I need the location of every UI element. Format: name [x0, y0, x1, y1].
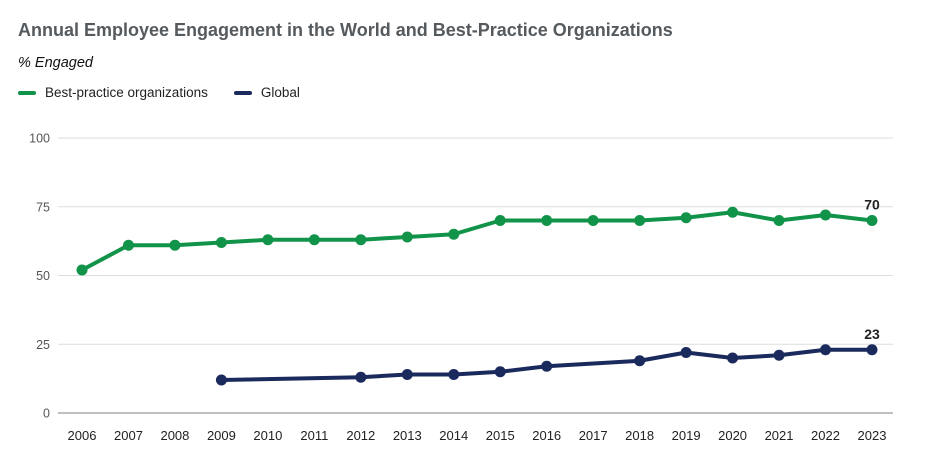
data-point-global-2020: [727, 352, 739, 364]
data-point-best-practice-2008: [169, 239, 181, 251]
x-tick-label-2009: 2009: [207, 428, 236, 443]
data-point-best-practice-2022: [820, 209, 832, 221]
data-point-global-2013: [401, 369, 413, 380]
x-tick-label-2006: 2006: [68, 428, 97, 443]
data-point-global-2022: [820, 344, 832, 356]
end-label-global: 23: [864, 326, 880, 342]
data-point-global-2016: [541, 360, 553, 372]
data-point-best-practice-2009: [215, 237, 227, 248]
data-point-best-practice-2010: [262, 234, 274, 246]
data-point-global-2019: [680, 347, 692, 358]
y-tick-label-0: 0: [43, 407, 50, 421]
series-line-global: [219, 347, 874, 382]
series-line-best-practice: [80, 210, 874, 272]
data-point-best-practice-2018: [634, 215, 646, 226]
legend: Best-practice organizations Global: [18, 85, 326, 100]
data-point-global-2015: [494, 366, 506, 378]
x-tick-label-2007: 2007: [114, 428, 143, 443]
data-point-best-practice-2016: [541, 215, 553, 226]
x-tick-label-2015: 2015: [486, 428, 515, 443]
data-point-best-practice-2013: [401, 231, 413, 243]
x-tick-label-2022: 2022: [811, 428, 840, 443]
legend-label-global: Global: [260, 85, 300, 100]
x-tick-label-2020: 2020: [718, 428, 747, 443]
x-tick-label-2014: 2014: [439, 428, 468, 443]
x-tick-label-2017: 2017: [579, 428, 608, 443]
chart-title: Annual Employee Engagement in the World …: [18, 20, 673, 40]
data-point-best-practice-2020: [727, 206, 739, 218]
y-tick-label-100: 100: [29, 132, 50, 146]
x-tick-label-2018: 2018: [625, 428, 654, 443]
end-label-best-practice: 70: [864, 197, 880, 213]
legend-label-best-practice: Best-practice organizations: [45, 85, 208, 100]
chart-subtitle: % Engaged: [18, 55, 93, 71]
data-point-best-practice-2012: [355, 234, 367, 246]
data-point-best-practice-2014: [448, 228, 460, 240]
legend-item-global[interactable]: Global: [233, 85, 300, 100]
data-point-best-practice-2011: [308, 234, 320, 246]
x-tick-label-2013: 2013: [393, 428, 422, 443]
data-point-best-practice-2017: [587, 215, 599, 226]
data-point-global-2023: [866, 344, 878, 356]
data-point-best-practice-2021: [773, 215, 785, 226]
x-tick-label-2011: 2011: [300, 428, 328, 443]
x-tick-label-2023: 2023: [858, 428, 887, 443]
data-point-global-2012: [355, 371, 367, 383]
x-tick-label-2021: 2021: [765, 428, 794, 443]
x-tick-label-2010: 2010: [253, 428, 282, 443]
data-point-best-practice-2015: [494, 215, 506, 226]
data-point-global-2014: [448, 369, 460, 380]
x-tick-label-2016: 2016: [532, 428, 561, 443]
data-point-best-practice-2019: [680, 212, 692, 224]
y-tick-label-75: 75: [36, 200, 50, 214]
x-tick-label-2008: 2008: [160, 428, 189, 443]
data-point-global-2021: [773, 349, 785, 361]
x-tick-label-2012: 2012: [346, 428, 375, 443]
data-point-best-practice-2023: [866, 215, 878, 226]
legend-swatch-global: [233, 90, 252, 95]
data-point-best-practice-2006: [76, 264, 88, 276]
y-tick-label-25: 25: [36, 338, 50, 352]
legend-swatch-best-practice: [18, 90, 36, 95]
y-tick-label-50: 50: [36, 269, 50, 283]
legend-item-best-practice[interactable]: Best-practice organizations: [18, 85, 208, 100]
data-point-global-2009: [215, 374, 227, 386]
data-point-global-2018: [634, 355, 646, 367]
data-point-best-practice-2007: [122, 239, 134, 251]
x-tick-label-2019: 2019: [672, 428, 701, 443]
